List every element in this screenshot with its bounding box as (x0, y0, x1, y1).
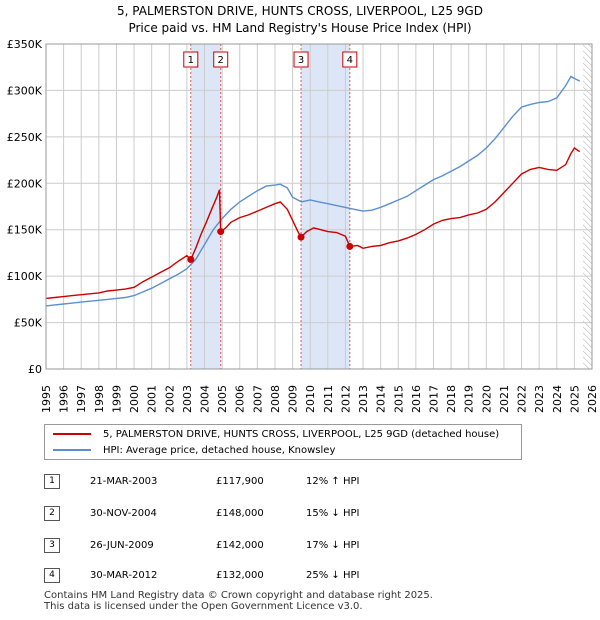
transaction-hpi-diff: 25% ↓ HPI (306, 570, 360, 581)
x-tick-label: 2010 (304, 385, 317, 413)
x-tick-label: 2004 (199, 385, 212, 413)
sale-marker-label: 3 (298, 55, 304, 66)
x-tick-label: 2016 (410, 385, 423, 413)
transaction-hpi-diff: 17% ↓ HPI (306, 540, 360, 551)
x-tick-label: 2018 (445, 385, 458, 413)
transaction-number: 2 (44, 506, 60, 521)
x-tick-label: 2012 (339, 385, 352, 413)
transaction-date: 30-MAR-2012 (90, 570, 158, 581)
sale-marker-label: 2 (218, 55, 224, 66)
y-tick-label: £200K (7, 177, 43, 190)
legend-label-property: 5, PALMERSTON DRIVE, HUNTS CROSS, LIVERP… (103, 429, 500, 440)
legend-swatch-property (53, 433, 91, 435)
transaction-price: £148,000 (216, 508, 264, 519)
y-tick-label: £0 (28, 363, 42, 376)
transaction-price: £142,000 (216, 540, 264, 551)
x-tick-label: 2017 (427, 385, 440, 413)
x-tick-label: 2009 (287, 385, 300, 413)
x-tick-label: 2003 (181, 385, 194, 413)
sale-point (217, 228, 225, 236)
transaction-row: 4 30-MAR-2012 £132,000 25% ↓ HPI (44, 566, 564, 586)
x-tick-label: 1996 (58, 385, 71, 413)
sale-marker-box (342, 51, 358, 68)
transaction-number: 3 (44, 538, 60, 553)
transaction-row: 1 21-MAR-2003 £117,900 12% ↑ HPI (44, 472, 564, 492)
x-tick-label: 2007 (251, 385, 264, 413)
footer-licence: This data is licensed under the Open Gov… (44, 601, 363, 612)
transaction-date: 21-MAR-2003 (90, 476, 158, 487)
footer-copyright: Contains HM Land Registry data © Crown c… (44, 590, 433, 601)
sale-marker-box (293, 51, 309, 68)
x-tick-label: 2015 (392, 385, 405, 413)
transaction-number: 1 (44, 474, 60, 489)
transaction-hpi-diff: 15% ↓ HPI (306, 508, 360, 519)
x-tick-label: 2013 (357, 385, 370, 413)
transaction-price: £132,000 (216, 570, 264, 581)
legend-item-property: 5, PALMERSTON DRIVE, HUNTS CROSS, LIVERP… (53, 428, 499, 442)
x-tick-label: 1997 (75, 385, 88, 413)
transaction-row: 3 26-JUN-2009 £142,000 17% ↓ HPI (44, 536, 564, 556)
x-tick-label: 1995 (40, 385, 53, 413)
hatch-line (583, 92, 592, 103)
sale-marker-box (213, 51, 229, 68)
x-tick-label: 2025 (568, 385, 581, 413)
x-tick-label: 2020 (480, 385, 493, 413)
y-tick-label: £350K (7, 38, 43, 51)
x-tick-label: 2005 (216, 385, 229, 413)
x-tick-label: 1999 (110, 385, 123, 413)
sale-marker-label: 4 (347, 55, 353, 66)
plot-border (45, 43, 593, 370)
x-tick-label: 2011 (322, 385, 335, 413)
sale-marker-label: 1 (188, 55, 194, 66)
y-tick-label: £300K (7, 84, 43, 97)
transaction-number: 4 (44, 568, 60, 583)
hatch-line (583, 308, 592, 319)
legend: 5, PALMERSTON DRIVE, HUNTS CROSS, LIVERP… (44, 424, 522, 460)
y-tick-label: £250K (7, 131, 43, 144)
x-tick-label: 2024 (551, 385, 564, 413)
sale-point (346, 242, 354, 250)
y-tick-label: £150K (7, 224, 43, 237)
x-tick-label: 2002 (163, 385, 176, 413)
x-tick-label: 2023 (533, 385, 546, 413)
transaction-date: 26-JUN-2009 (90, 540, 154, 551)
chart-title: 5, PALMERSTON DRIVE, HUNTS CROSS, LIVERP… (117, 4, 483, 18)
legend-label-hpi: HPI: Average price, detached house, Know… (103, 445, 336, 456)
x-tick-label: 2019 (463, 385, 476, 413)
x-tick-label: 2000 (128, 385, 141, 413)
transaction-date: 30-NOV-2004 (90, 508, 157, 519)
y-tick-label: £50K (14, 317, 43, 330)
transaction-price: £117,900 (216, 476, 264, 487)
x-tick-label: 2022 (516, 385, 529, 413)
transaction-row: 2 30-NOV-2004 £148,000 15% ↓ HPI (44, 504, 564, 524)
hatch-line (583, 200, 592, 211)
x-tick-label: 2001 (146, 385, 159, 413)
x-tick-label: 2006 (234, 385, 247, 413)
shaded-band (190, 44, 221, 369)
legend-swatch-hpi (53, 449, 91, 451)
x-tick-label: 2026 (586, 385, 599, 413)
transaction-hpi-diff: 12% ↑ HPI (306, 476, 360, 487)
y-tick-label: £100K (7, 270, 43, 283)
hpi-series-line (45, 75, 581, 307)
sale-point (187, 256, 195, 264)
sale-point (297, 233, 305, 241)
x-tick-label: 1998 (93, 385, 106, 413)
x-tick-label: 2014 (375, 385, 388, 413)
chart-subtitle: Price paid vs. HM Land Registry's House … (128, 21, 472, 35)
legend-item-hpi: HPI: Average price, detached house, Know… (53, 444, 335, 458)
x-tick-label: 2008 (269, 385, 282, 413)
price-chart: £0 £50K £100K £150K £200K £250K £300K £350K 1995… (7, 38, 599, 413)
sale-marker-box (183, 51, 199, 68)
x-tick-label: 2021 (498, 385, 511, 413)
